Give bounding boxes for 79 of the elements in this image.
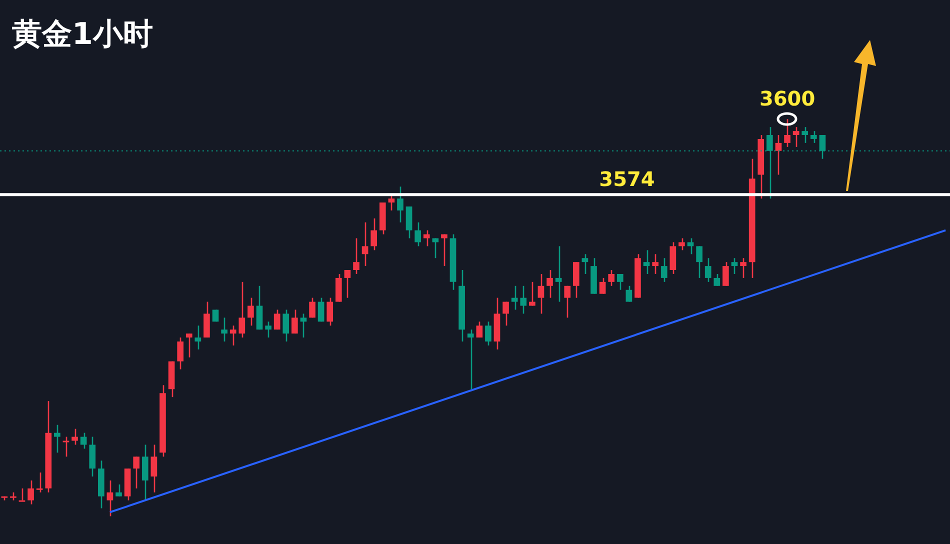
candlestick [353, 238, 360, 275]
candlestick [186, 332, 192, 358]
candlestick [722, 261, 729, 287]
candlestick [335, 273, 342, 302]
candlestick [18, 488, 26, 502]
candlestick [802, 126, 808, 144]
candlestick [687, 238, 694, 255]
candlestick [572, 261, 580, 298]
candlestick [643, 250, 650, 275]
candlestick [54, 424, 60, 454]
candlestick [309, 297, 316, 318]
candlestick [616, 273, 624, 291]
candlestick [520, 285, 527, 314]
candlestick [238, 281, 246, 338]
candlestick [564, 285, 571, 318]
candlestick [89, 436, 96, 478]
candlestick [538, 273, 544, 314]
candlestick [265, 320, 272, 338]
candlestick [660, 257, 668, 283]
candlestick [414, 222, 421, 247]
candlestick [704, 257, 712, 283]
candlestick [714, 273, 720, 287]
candlestick [476, 320, 483, 338]
candlestick [555, 246, 562, 302]
candlestick [344, 269, 351, 298]
candlestick [274, 309, 280, 330]
candlestick [116, 484, 122, 497]
candlestick [406, 206, 412, 239]
candlestick [775, 134, 782, 176]
annotation: 3574 [599, 166, 655, 191]
candlestick [370, 218, 378, 251]
candlestick [282, 309, 290, 342]
candlestick [546, 269, 553, 298]
candlestick [626, 285, 632, 302]
candlestick [362, 222, 368, 267]
candlestick [441, 234, 448, 267]
candlestick [36, 472, 43, 494]
candlestick [731, 257, 738, 275]
candlestick [142, 444, 148, 501]
candlestick [248, 297, 254, 326]
candlestick [133, 456, 140, 490]
candlestick [292, 309, 298, 334]
candlestick [397, 186, 404, 224]
candlestick [792, 126, 800, 148]
candlestick [467, 328, 474, 390]
candlestick [582, 253, 588, 275]
candlestick [326, 297, 334, 326]
candlestick [502, 301, 509, 326]
candlestick [177, 336, 184, 370]
candlestick [230, 324, 236, 346]
candlestick [28, 480, 34, 505]
candlestick [784, 118, 790, 148]
candlestick [529, 281, 536, 306]
candlestick [318, 297, 324, 322]
candlestick [106, 480, 114, 517]
candlestick [256, 285, 263, 330]
candlestick [221, 317, 228, 342]
candlestick [740, 257, 746, 279]
candlestick [608, 269, 615, 287]
candlestick [194, 324, 202, 350]
candlestick [511, 285, 518, 310]
candlestick [652, 253, 658, 275]
candlestick [432, 238, 439, 259]
candlestick [423, 230, 430, 247]
candlestick [599, 277, 606, 294]
chart-title: 黄金1小时 [12, 16, 153, 54]
candlestick [150, 444, 158, 494]
candlestick [678, 238, 685, 251]
candlestick [72, 428, 78, 446]
candlestick [204, 301, 210, 338]
candlestick [810, 130, 817, 144]
candlestick [485, 320, 492, 346]
candlestick [62, 436, 70, 458]
candlestick [696, 246, 702, 279]
text: 3600 [759, 86, 816, 110]
candlestick [80, 432, 87, 450]
candlestick [388, 194, 395, 212]
candlestick [300, 313, 307, 338]
candlestick [670, 242, 676, 275]
